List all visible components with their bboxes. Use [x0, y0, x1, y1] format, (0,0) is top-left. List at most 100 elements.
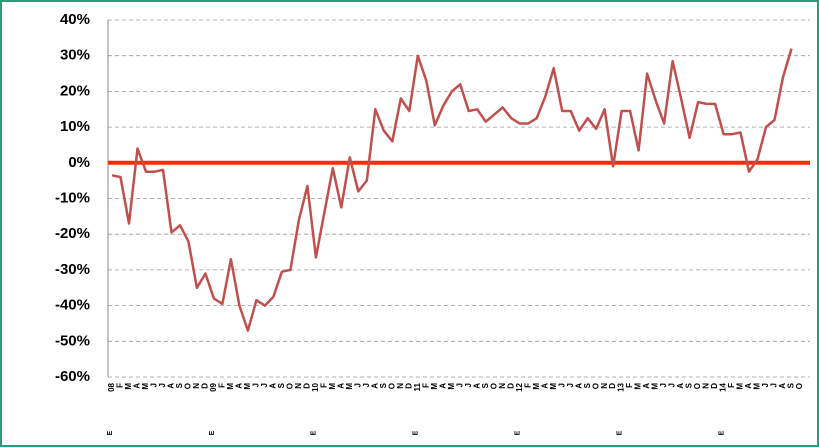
x-tick-label: J	[150, 383, 159, 387]
x-tick-label: N	[600, 383, 609, 389]
y-tick-label: 10%	[60, 118, 90, 135]
x-tick-label: S	[175, 382, 184, 388]
x-tick-label: O	[184, 383, 193, 389]
x-tick-label: A	[336, 383, 345, 389]
x-tick-label: M	[736, 383, 745, 390]
x-tick-label: A	[642, 383, 651, 389]
x-tick-label: J	[158, 383, 167, 387]
x-tick-label: N	[702, 383, 711, 389]
x-tick-label: A	[676, 383, 685, 389]
x-tick-label: J	[455, 383, 464, 387]
x-tick-label: 13	[617, 382, 626, 391]
x-tick-label: D	[302, 383, 311, 389]
y-tick-label: -60%	[55, 368, 90, 385]
x-tick-label: F	[523, 383, 532, 388]
x-tick-label: J	[362, 383, 371, 387]
x-tick-label: S	[481, 382, 490, 388]
group-label: E	[413, 430, 420, 435]
x-tick-label: J	[464, 383, 473, 387]
group-label: E	[616, 430, 623, 435]
x-tick-label: N	[396, 383, 405, 389]
x-tick-label: O	[285, 383, 294, 389]
x-tick-label: M	[447, 383, 456, 390]
x-tick-label: A	[370, 383, 379, 389]
x-tick-label: A	[744, 383, 753, 389]
group-label: E	[209, 430, 216, 435]
x-tick-label: S	[277, 382, 286, 388]
x-tick-label: A	[133, 383, 142, 389]
x-tick-label: N	[498, 383, 507, 389]
x-tick-label: J	[566, 383, 575, 387]
y-tick-label: 30%	[60, 47, 90, 64]
x-tick-label: F	[218, 383, 227, 388]
x-tick-label: 09	[209, 382, 218, 391]
y-tick-label: -40%	[55, 297, 90, 314]
x-tick-label: M	[243, 383, 252, 390]
x-tick-label: J	[252, 383, 261, 387]
x-tick-label: F	[421, 383, 430, 388]
x-tick-label: M	[753, 383, 762, 390]
x-tick-label: S	[787, 382, 796, 388]
x-tick-label: J	[770, 383, 779, 387]
y-tick-label: -10%	[55, 189, 90, 206]
x-tick-label: J	[557, 383, 566, 387]
x-tick-label: D	[608, 383, 617, 389]
x-tick-label: A	[472, 383, 481, 389]
x-tick-label: M	[532, 383, 541, 390]
x-tick-label: A	[438, 383, 447, 389]
x-tick-label: M	[651, 383, 660, 390]
x-tick-label: O	[489, 383, 498, 389]
x-tick-label: M	[634, 383, 643, 390]
x-tick-label: 14	[719, 382, 728, 391]
x-tick-label: 11	[413, 382, 422, 391]
group-label: E	[311, 430, 318, 435]
group-label: E	[107, 430, 114, 435]
x-tick-label: F	[727, 383, 736, 388]
x-tick-label: A	[268, 383, 277, 389]
x-tick-label: F	[625, 383, 634, 388]
x-tick-label: J	[668, 383, 677, 387]
x-tick-label: 08	[107, 382, 116, 391]
x-tick-label: O	[387, 383, 396, 389]
x-tick-label: D	[201, 383, 210, 389]
x-tick-label: O	[591, 383, 600, 389]
data-line	[111, 48, 793, 332]
x-tick-label: D	[506, 383, 515, 389]
y-tick-label: 20%	[60, 82, 90, 99]
x-tick-label: S	[583, 382, 592, 388]
x-tick-label: O	[693, 383, 702, 389]
x-tick-label: M	[141, 383, 150, 390]
y-tick-label: 0%	[68, 154, 90, 171]
x-tick-label: A	[574, 383, 583, 389]
x-tick-label: 12	[515, 382, 524, 391]
x-tick-label: A	[778, 383, 787, 389]
x-tick-label: J	[260, 383, 269, 387]
y-tick-label: -30%	[55, 261, 90, 278]
x-tick-label: J	[659, 383, 668, 387]
x-tick-label: M	[549, 383, 558, 390]
x-tick-label: A	[540, 383, 549, 389]
x-tick-label: A	[167, 383, 176, 389]
x-tick-label: J	[761, 383, 770, 387]
x-tick-label: F	[319, 383, 328, 388]
x-tick-label: N	[294, 383, 303, 389]
x-tick-label: D	[404, 383, 413, 389]
group-label: E	[718, 430, 725, 435]
x-tick-label: M	[430, 383, 439, 390]
y-tick-label: -20%	[55, 225, 90, 242]
x-tick-label: M	[226, 383, 235, 390]
x-tick-label: M	[328, 383, 337, 390]
x-tick-label: M	[124, 383, 133, 390]
y-tick-label: -50%	[55, 332, 90, 349]
x-tick-label: J	[353, 383, 362, 387]
x-tick-label: A	[235, 383, 244, 389]
x-tick-label: O	[795, 383, 804, 389]
x-tick-label: 10	[311, 382, 320, 391]
group-label: E	[515, 430, 522, 435]
x-tick-label: D	[710, 383, 719, 389]
x-tick-label: M	[345, 383, 354, 390]
y-tick-label: 40%	[60, 11, 90, 28]
x-tick-label: S	[379, 382, 388, 388]
